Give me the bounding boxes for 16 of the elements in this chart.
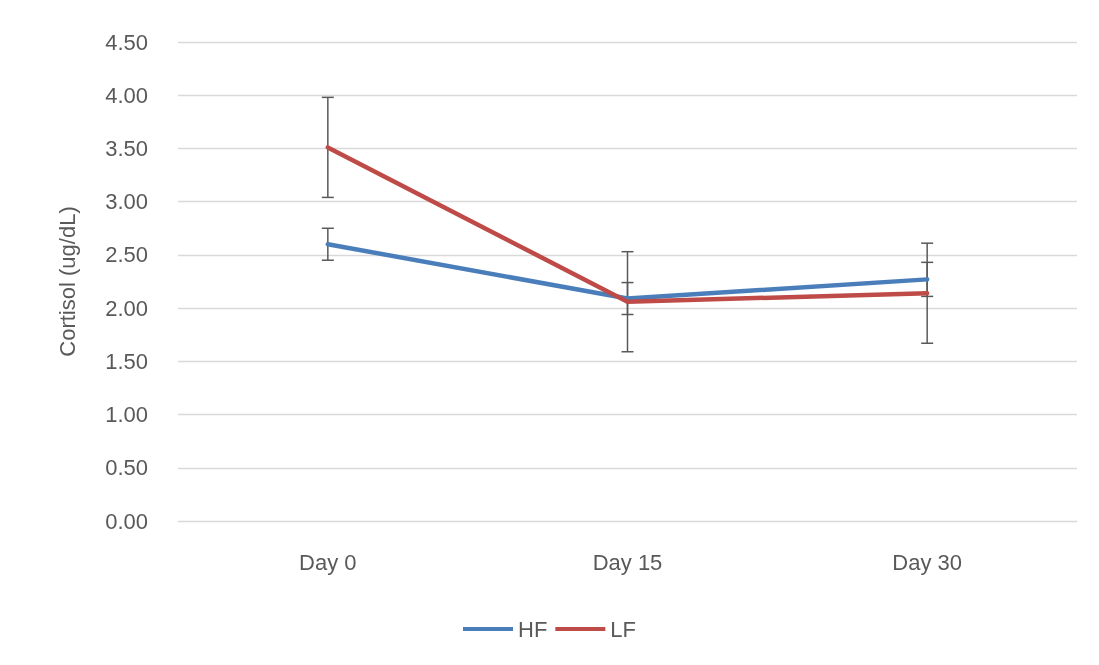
y-tick-label: 3.50: [105, 135, 148, 161]
x-tick-label: Day 0: [299, 549, 357, 575]
y-tick-label: 1.50: [105, 348, 148, 374]
y-tick-label: 4.50: [105, 29, 148, 55]
x-tick-label: Day 30: [892, 549, 963, 575]
y-tick-label: 3.00: [105, 189, 148, 215]
y-tick-label: 4.00: [105, 82, 148, 108]
y-tick-label: 0.50: [105, 455, 148, 481]
y-tick-label: 2.50: [105, 242, 148, 268]
y-axis-title: Cortisol (ug/dL): [54, 206, 80, 357]
y-tick-label: 1.00: [105, 402, 148, 428]
legend-label: HF: [518, 616, 548, 642]
x-tick-label: Day 15: [592, 549, 663, 575]
legend-label: LF: [610, 616, 637, 642]
y-tick-label: 0.00: [105, 508, 148, 534]
y-tick-label: 2.00: [105, 295, 148, 321]
